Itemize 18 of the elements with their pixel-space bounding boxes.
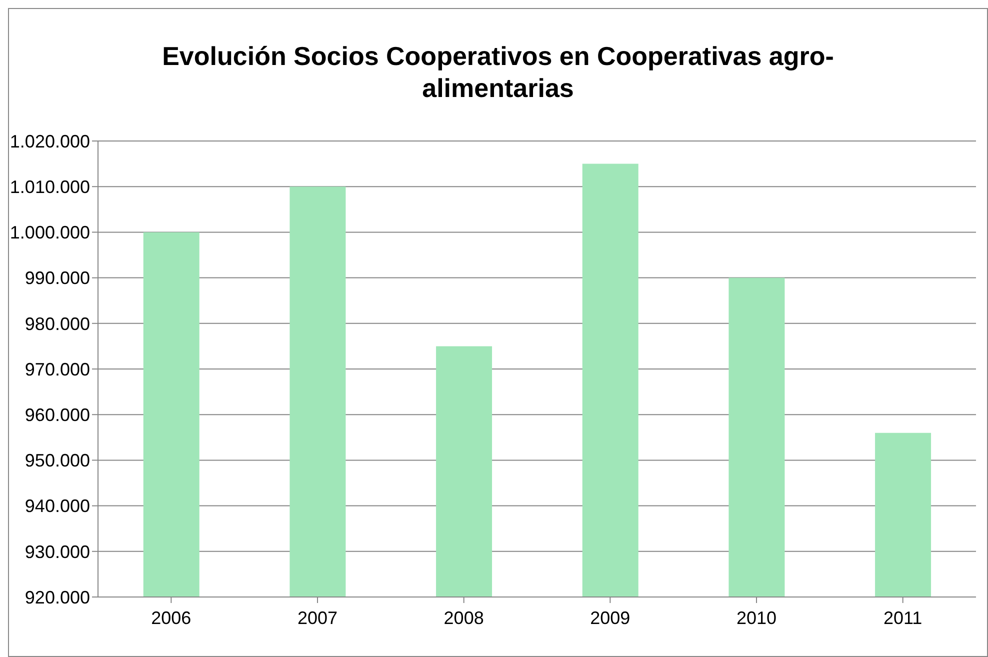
y-tick-label: 930.000: [24, 542, 90, 562]
chart-title: Evolución Socios Cooperativos en Cooperativas agro-alimentarias: [161, 40, 835, 104]
x-tick-label: 2009: [590, 608, 630, 628]
y-tick-label: 960.000: [24, 404, 90, 425]
x-tick-label: 2008: [444, 608, 484, 628]
y-tick-label: 1.020.000: [10, 131, 90, 152]
y-tick-label: 980.000: [24, 314, 90, 334]
y-tick-label: 990.000: [24, 268, 90, 288]
y-tick-label: 970.000: [24, 359, 90, 380]
x-tick-label: 2011: [883, 608, 922, 628]
y-tick-label: 1.000.000: [10, 222, 90, 243]
x-tick-label: 2007: [297, 608, 338, 628]
y-tick-label: 940.000: [24, 496, 90, 516]
y-tick-label: 1.010.000: [10, 176, 90, 197]
y-tick-label: 920.000: [24, 587, 90, 608]
x-tick-label: 2010: [736, 608, 777, 628]
x-tick-label: 2006: [151, 608, 192, 628]
y-tick-label: 950.000: [24, 450, 90, 471]
